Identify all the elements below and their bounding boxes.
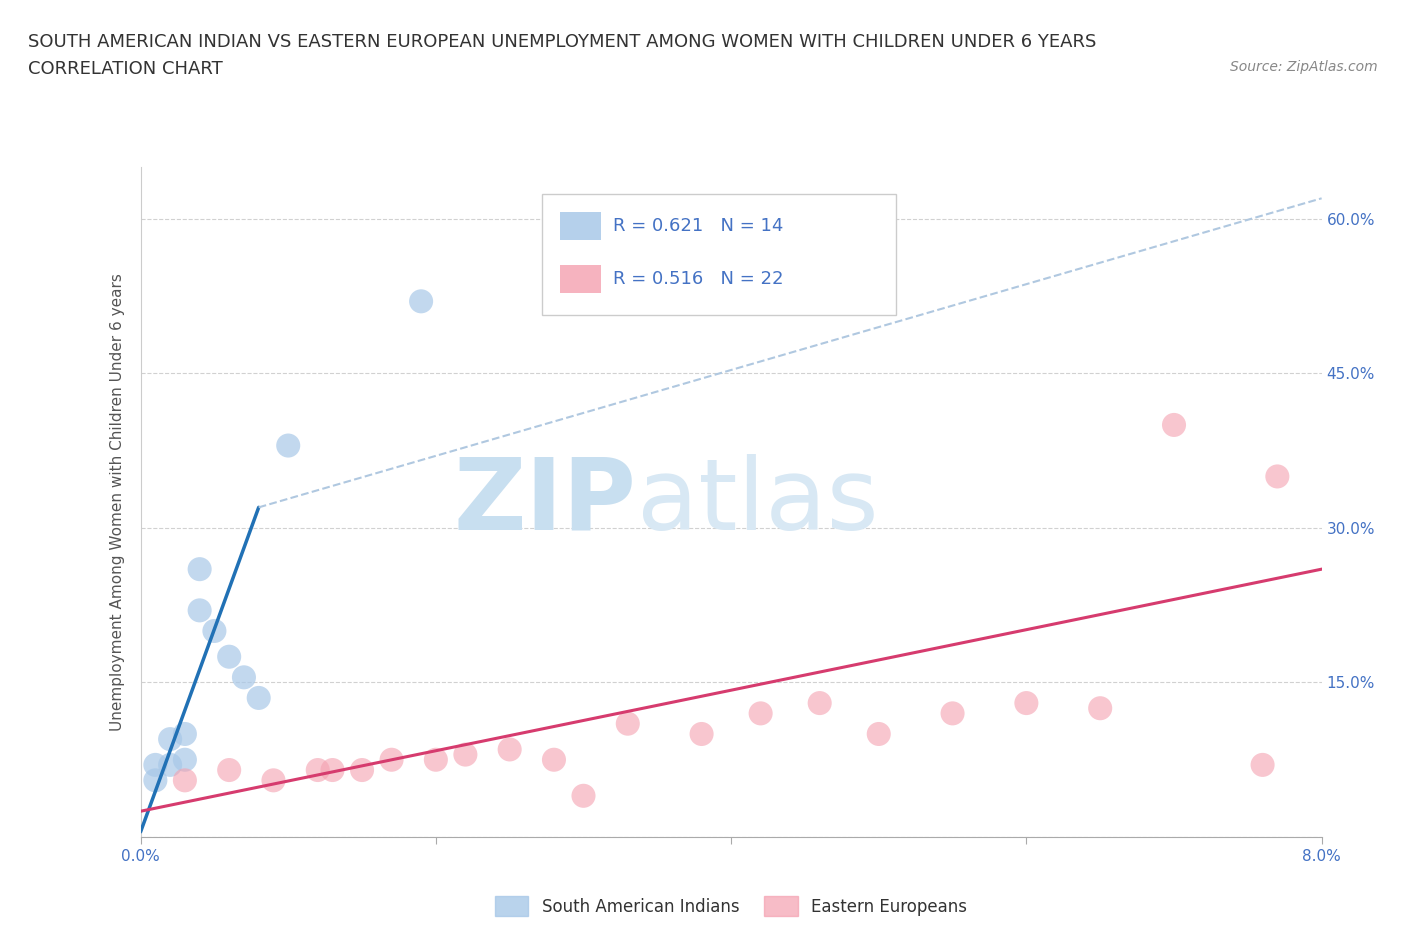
Point	[572, 789, 595, 804]
Point	[352, 763, 374, 777]
Text: SOUTH AMERICAN INDIAN VS EASTERN EUROPEAN UNEMPLOYMENT AMONG WOMEN WITH CHILDREN: SOUTH AMERICAN INDIAN VS EASTERN EUROPEA…	[28, 33, 1097, 50]
Text: CORRELATION CHART: CORRELATION CHART	[28, 60, 224, 78]
Point	[380, 752, 404, 767]
Text: atlas: atlas	[637, 454, 879, 551]
Text: Source: ZipAtlas.com: Source: ZipAtlas.com	[1230, 60, 1378, 74]
Y-axis label: Unemployment Among Women with Children Under 6 years: Unemployment Among Women with Children U…	[110, 273, 125, 731]
Point	[454, 747, 477, 762]
Point	[188, 562, 211, 577]
Text: ZIP: ZIP	[454, 454, 637, 551]
Point	[202, 623, 225, 638]
Point	[868, 726, 890, 741]
Point	[174, 773, 197, 788]
Point	[159, 757, 181, 772]
FancyBboxPatch shape	[560, 265, 602, 293]
Point	[499, 742, 522, 757]
Point	[277, 438, 299, 453]
Point	[1015, 696, 1038, 711]
FancyBboxPatch shape	[543, 194, 897, 314]
Point	[174, 752, 197, 767]
Point	[218, 763, 240, 777]
Text: R = 0.621   N = 14: R = 0.621 N = 14	[613, 217, 783, 234]
Legend: South American Indians, Eastern Europeans: South American Indians, Eastern European…	[488, 890, 974, 923]
Point	[749, 706, 772, 721]
Point	[262, 773, 284, 788]
Point	[1251, 757, 1274, 772]
Point	[1088, 701, 1111, 716]
FancyBboxPatch shape	[560, 212, 602, 240]
Point	[145, 773, 166, 788]
Point	[808, 696, 831, 711]
Point	[321, 763, 344, 777]
Point	[218, 649, 240, 664]
Point	[1163, 418, 1185, 432]
Point	[543, 752, 565, 767]
Text: R = 0.516   N = 22: R = 0.516 N = 22	[613, 271, 783, 288]
Point	[307, 763, 329, 777]
Point	[174, 726, 197, 741]
Point	[616, 716, 638, 731]
Point	[690, 726, 713, 741]
Point	[247, 690, 270, 705]
Point	[233, 670, 256, 684]
Point	[425, 752, 447, 767]
Point	[1265, 469, 1288, 484]
Point	[942, 706, 965, 721]
Point	[145, 757, 166, 772]
Point	[411, 294, 433, 309]
Point	[159, 732, 181, 747]
Point	[188, 603, 211, 618]
